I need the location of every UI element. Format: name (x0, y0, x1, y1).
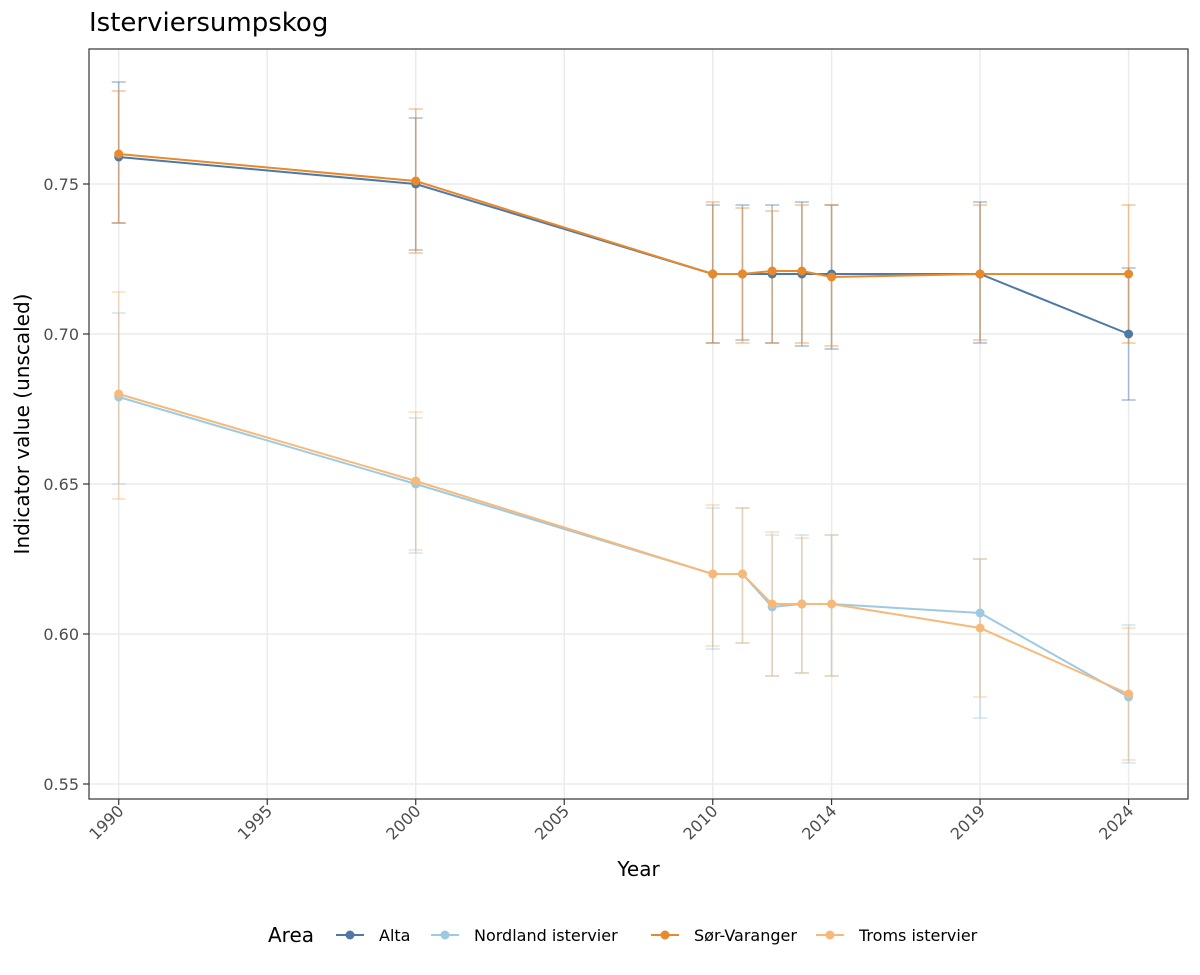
legend-key-point (440, 930, 450, 940)
legend-key-point (345, 930, 355, 940)
data-point (708, 269, 718, 279)
x-tick-label: 2024 (1095, 801, 1137, 843)
data-point (114, 389, 124, 399)
y-tick-label: 0.55 (43, 775, 79, 794)
data-point (975, 269, 985, 279)
data-point (975, 623, 985, 633)
data-point (1124, 269, 1134, 279)
legend-key-point (825, 930, 835, 940)
data-point (411, 176, 421, 186)
x-axis-title: Year (616, 857, 660, 881)
data-point (114, 149, 124, 159)
x-tick-label: 2014 (798, 801, 840, 843)
x-tick-label: 1995 (234, 801, 276, 843)
y-tick-label: 0.75 (43, 175, 79, 194)
axes: 1990 1995 2000 2005 2010 2014 2019 2024 0.55 0.60… (43, 175, 1137, 844)
chart-title: Isterviersumpskog (89, 8, 328, 38)
data-point (411, 476, 421, 486)
x-tick-label: 1990 (85, 801, 127, 843)
data-point (737, 569, 747, 579)
data-point (1124, 329, 1134, 339)
legend-item: Troms istervier (816, 926, 978, 945)
data-point (708, 569, 718, 579)
data-point (1124, 689, 1134, 699)
data-point (737, 269, 747, 279)
data-point (827, 272, 837, 282)
legend-title: Area (268, 923, 314, 947)
legend-label: Nordland istervier (474, 926, 618, 945)
data-point (827, 599, 837, 609)
legend-label: Troms istervier (858, 926, 978, 945)
data-point (767, 266, 777, 276)
legend-item: Alta (336, 926, 410, 945)
legend-label: Alta (379, 926, 410, 945)
y-tick-label: 0.65 (43, 475, 79, 494)
data-points (114, 149, 1134, 702)
plot-panel-border (88, 48, 1189, 800)
legend-key-point (660, 930, 670, 940)
y-tick-label: 0.60 (43, 625, 79, 644)
data-point (797, 266, 807, 276)
data-point (975, 608, 985, 618)
legend-item: Nordland istervier (431, 926, 618, 945)
x-tick-label: 2005 (531, 801, 573, 843)
y-tick-label: 0.70 (43, 325, 79, 344)
x-tick-label: 2010 (679, 801, 721, 843)
error-bar (973, 558, 988, 719)
grid-lines (89, 49, 1188, 799)
legend: Area Alta Nordland istervier Sør-Varanger Tr… (268, 923, 978, 947)
legend-item: Sør-Varanger (651, 926, 797, 945)
x-tick-label: 2019 (947, 801, 989, 843)
series-line (118, 393, 1129, 695)
legend-label: Sør-Varanger (694, 926, 797, 945)
y-axis-title: Indicator value (unscaled) (10, 294, 34, 555)
x-tick-label: 2000 (382, 801, 424, 843)
data-point (797, 599, 807, 609)
data-point (767, 599, 777, 609)
series-line (118, 153, 1129, 279)
